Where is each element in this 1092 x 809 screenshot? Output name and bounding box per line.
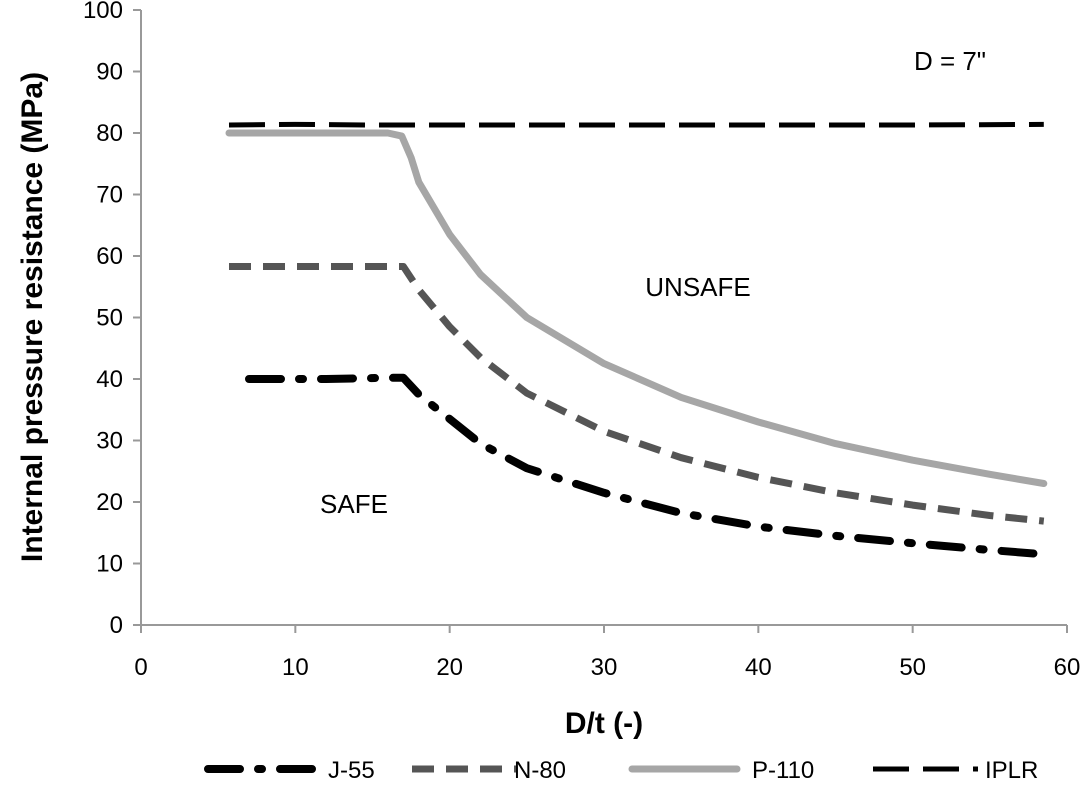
x-tick-label: 40 [745,654,772,681]
x-tick-label: 20 [436,654,463,681]
x-tick-label: 60 [1054,654,1081,681]
x-tick-label: 10 [282,654,309,681]
series-line-n-80 [229,263,1045,525]
y-tick-label: 90 [96,59,123,86]
series-line-j-55 [245,373,1048,559]
series-line-p-110 [225,129,1048,487]
y-ticks: 0 10 20 30 40 50 60 70 80 90 100 [83,0,141,639]
y-tick-label: 70 [96,182,123,209]
y-tick-label: 30 [96,428,123,455]
y-tick-label: 20 [96,489,123,516]
legend-label-n-80: N-80 [514,757,566,784]
y-tick-label: 40 [96,366,123,393]
plot-series [225,121,1048,559]
y-tick-label: 80 [96,120,123,147]
legend-label-p-110: P-110 [752,757,814,784]
x-ticks: 0 10 20 30 40 50 60 [134,625,1080,681]
annotation-diameter: D = 7" [914,46,986,76]
series-line-iplr [228,121,1044,128]
x-tick-label: 0 [134,654,147,681]
y-axis-title: Internal pressure resistance (MPa) [16,72,49,562]
legend-label-iplr: IPLR [985,757,1038,784]
legend-label-j-55: J-55 [328,757,375,784]
axes: 0 10 20 30 40 50 60 70 80 90 100 0 10 20 30 40 50 60 [83,0,1080,681]
y-tick-label: 50 [96,305,123,332]
legend: J-55 N-80 P-110 IPLR [204,757,1038,784]
annotation-unsafe: UNSAFE [645,272,750,302]
y-tick-label: 10 [96,551,123,578]
y-tick-label: 100 [83,0,123,24]
y-tick-label: 0 [110,612,123,639]
y-tick-label: 60 [96,243,123,270]
annotation-safe: SAFE [320,489,388,519]
x-tick-label: 30 [591,654,618,681]
x-axis-title: D/t (-) [565,707,643,740]
x-tick-label: 50 [899,654,926,681]
